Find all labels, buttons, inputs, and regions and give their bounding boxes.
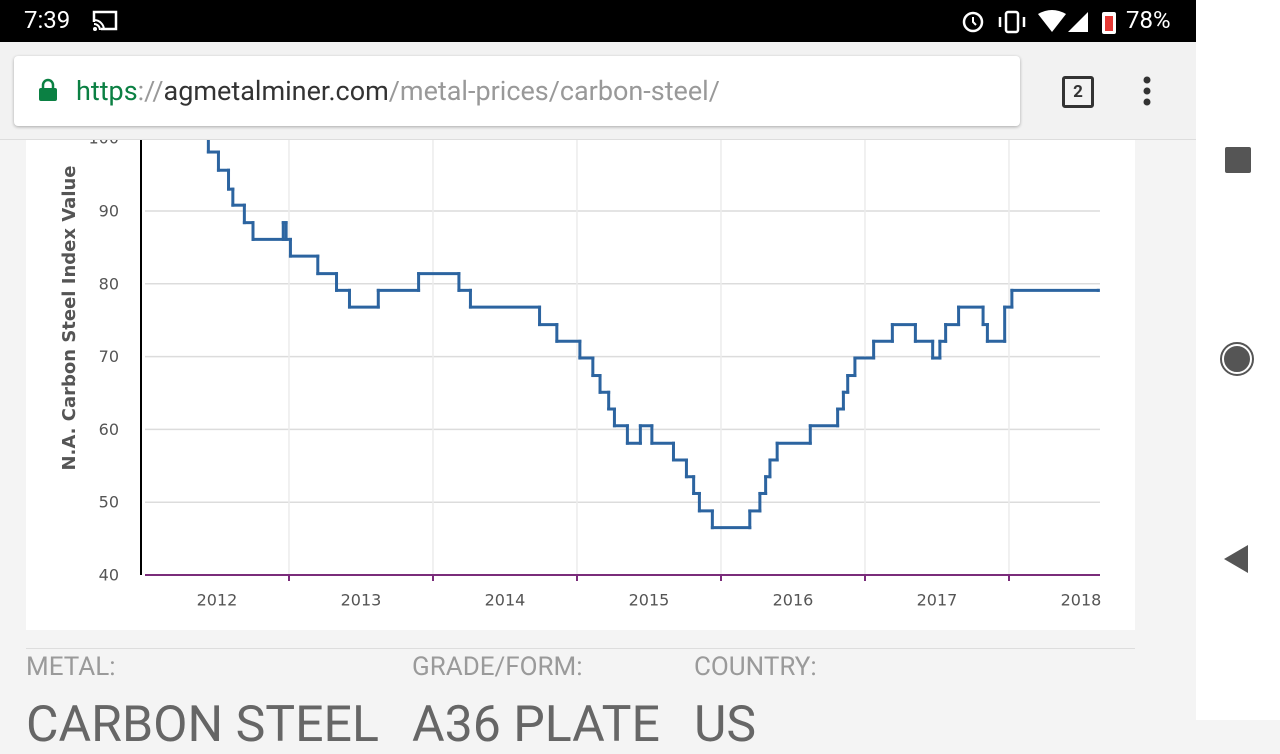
chart: N.A. Carbon Steel Index Value 40 50 60 70 80… [59, 100, 1102, 610]
battery-level: 78% [1126, 6, 1171, 34]
x-tick-label: 2017 [917, 591, 958, 610]
url-path: /metal-prices/carbon-steel/ [388, 75, 720, 107]
detail-value: A36 PLATE [412, 696, 660, 754]
clock: 7:39 [24, 6, 71, 34]
home-button[interactable] [1222, 344, 1252, 374]
tab-switcher[interactable]: 2 [1062, 76, 1094, 108]
y-tick-label: 40 [99, 566, 119, 585]
x-tick-label: 2014 [485, 591, 526, 610]
x-tick-label: 2013 [341, 591, 382, 610]
y-tick-label: 50 [99, 493, 119, 512]
detail-value: CARBON STEEL [26, 696, 379, 754]
y-tick-label: 60 [99, 420, 119, 439]
y-tick-label: 100 [88, 140, 119, 148]
separator [26, 648, 1135, 649]
home-ring [1220, 342, 1254, 376]
y-tick-label: 80 [99, 274, 119, 293]
lock-icon [39, 78, 57, 101]
url-separator: :// [137, 75, 164, 107]
y-tick-label: 90 [99, 202, 119, 221]
x-tick-label: 2018 [1061, 591, 1102, 610]
x-tick-label: 2012 [197, 591, 238, 610]
detail-value: US [694, 696, 757, 754]
y-tick-label: 70 [99, 347, 119, 366]
url-bar[interactable]: https://agmetalminer.com/metal-prices/ca… [14, 56, 1020, 126]
cast-icon [92, 10, 118, 32]
y-axis-title: N.A. Carbon Steel Index Value [59, 165, 80, 470]
browser-toolbar: https://agmetalminer.com/metal-prices/ca… [0, 42, 1196, 140]
nav-buttons [1220, 147, 1254, 573]
back-button[interactable] [1224, 545, 1248, 573]
detail-label: METAL: [26, 652, 116, 682]
status-bar: 7:39 78% [0, 0, 1196, 42]
chart-card: N.A. Carbon Steel Index Value 40 50 60 70 80… [26, 100, 1135, 630]
x-tick-label: 2016 [773, 591, 814, 610]
recents-button[interactable] [1225, 147, 1251, 173]
detail-label: GRADE/FORM: [412, 652, 583, 682]
url-host: agmetalminer.com [163, 75, 389, 107]
x-tick-label: 2015 [629, 591, 670, 610]
url: https://agmetalminer.com/metal-prices/ca… [76, 56, 720, 126]
plot: N.A. Carbon Steel Index Value 40 50 60 70 80… [59, 100, 1102, 610]
menu-button[interactable] [1140, 76, 1154, 108]
status-icons [962, 10, 1116, 34]
detail-label: COUNTRY: [694, 652, 817, 682]
url-scheme: https [76, 75, 138, 107]
nav-bar [1196, 0, 1280, 720]
